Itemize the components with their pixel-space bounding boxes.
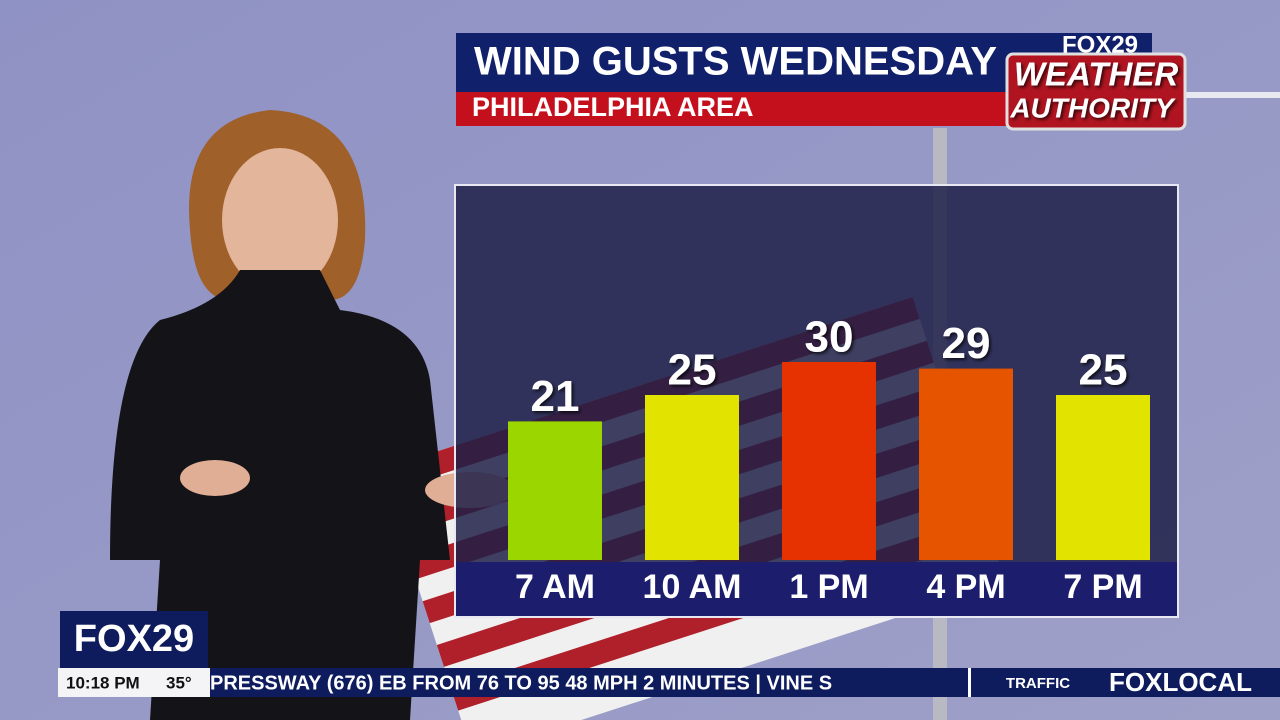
ticker-divider [968, 668, 971, 697]
category-label: 4 PM [926, 568, 1005, 606]
bar [508, 421, 602, 560]
ticker-text: PRESSWAY (676) EB FROM 76 TO 95 48 MPH 2… [210, 672, 832, 694]
accent-line [1180, 92, 1280, 98]
category-label: 7 PM [1063, 568, 1142, 606]
bar [919, 368, 1013, 560]
category-strip [456, 562, 1177, 616]
category-label: 1 PM [789, 568, 868, 606]
chart: 21 7 AM 25 10 AM 30 1 PM 29 4 PM 25 7 PM [508, 313, 1150, 606]
value-label: 30 [805, 313, 854, 362]
station-logo: FOX29 [74, 618, 194, 660]
time-box [58, 668, 210, 697]
value-label: 25 [668, 346, 717, 395]
weather-logo [1005, 52, 1187, 131]
chart-subtitle: PHILADELPHIA AREA [472, 92, 754, 122]
network-logo: FOXLOCAL [1109, 667, 1252, 697]
segment-label: TRAFFIC [1006, 675, 1070, 692]
time: 10:18 PM [66, 673, 140, 692]
presenter [110, 110, 515, 720]
category-label: 7 AM [515, 568, 595, 606]
subtitle-bar [456, 92, 1016, 126]
temperature: 35° [166, 673, 192, 692]
ticker-clip: PRESSWAY (676) EB FROM 76 TO 95 48 MPH 2… [210, 672, 832, 694]
value-label: 25 [1079, 346, 1128, 395]
ticker-bar [210, 668, 1280, 697]
logo-station: FOX29 [1062, 31, 1138, 58]
value-label: 29 [942, 319, 991, 368]
bar [782, 362, 876, 560]
logo-weather: WEATHER [1014, 56, 1179, 93]
logo-authority: AUTHORITY [1009, 92, 1176, 123]
chart-title: WIND GUSTS WEDNESDAY [474, 40, 997, 84]
bar [645, 395, 739, 560]
value-label: 21 [531, 372, 580, 421]
category-label: 10 AM [643, 568, 742, 606]
station-box [60, 611, 208, 668]
bar [1056, 395, 1150, 560]
